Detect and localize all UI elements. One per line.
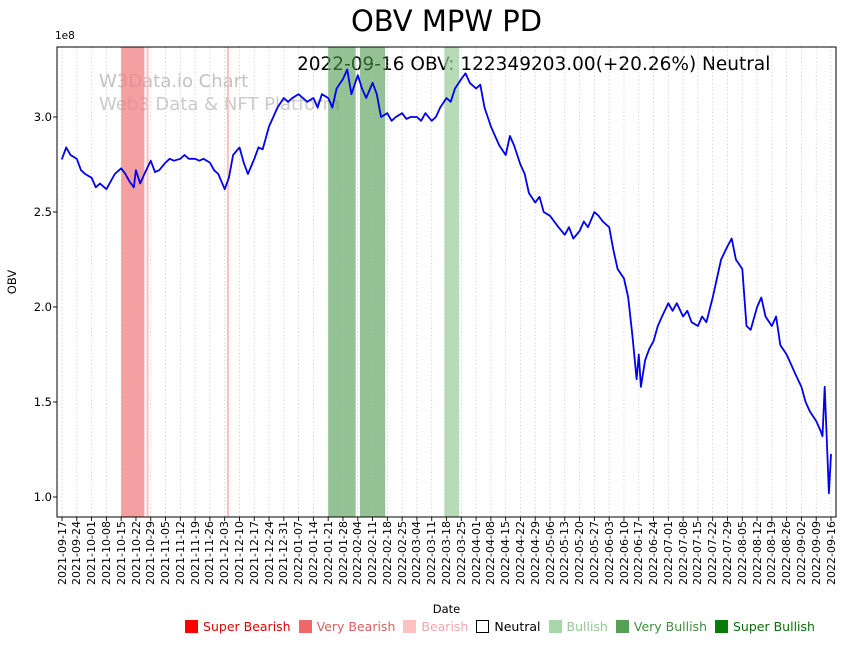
legend-item: Very Bullish [615, 619, 707, 634]
signal-band [444, 47, 460, 517]
legend-label: Neutral [494, 619, 541, 634]
legend-swatch-icon [615, 620, 629, 633]
legend-swatch-icon [548, 620, 562, 633]
signal-band [226, 47, 229, 517]
legend-swatch-icon [403, 620, 417, 633]
y-tick-label: 2.0 [33, 300, 52, 314]
legend-swatch-icon [185, 620, 199, 633]
chart-title: OBV MPW PD [350, 4, 543, 38]
signal-band [328, 47, 356, 517]
legend-swatch-icon [715, 620, 728, 633]
y-axis-offset-label: 1e8 [55, 30, 75, 42]
y-tick-label: 1.0 [33, 490, 52, 504]
legend-label: Super Bearish [203, 619, 291, 634]
chart-annotation: 2022-09-16 OBV: 122349203.00(+20.26%) Ne… [297, 54, 771, 75]
legend-swatch-icon [476, 620, 490, 633]
x-axis-label: Date [432, 602, 461, 616]
signal-band [121, 47, 145, 517]
y-tick-label: 2.5 [33, 205, 52, 219]
legend-swatch-icon [298, 620, 312, 633]
legend-item: Super Bearish [185, 619, 291, 634]
legend-label: Super Bullish [733, 619, 815, 634]
obv-line [61, 68, 832, 495]
legend-item: Neutral [476, 619, 541, 634]
legend-item: Very Bearish [298, 619, 396, 634]
plot-frame [56, 46, 837, 518]
legend: Super Bearish Very Bearish Bearish Neutral B… [0, 619, 853, 634]
watermark-line2: Web3 Data & NFT Platform [99, 94, 341, 115]
signal-band [146, 47, 149, 517]
legend-item: Bullish [548, 619, 608, 634]
legend-label: Very Bullish [633, 619, 707, 634]
legend-label: Bullish [566, 619, 608, 634]
legend-label: Bearish [421, 619, 469, 634]
legend-label: Very Bearish [316, 619, 396, 634]
y-tick-label: 1.5 [33, 395, 52, 409]
y-tick-label: 3.0 [33, 110, 52, 124]
legend-item: Super Bullish [715, 619, 815, 634]
legend-item: Bearish [403, 619, 468, 634]
